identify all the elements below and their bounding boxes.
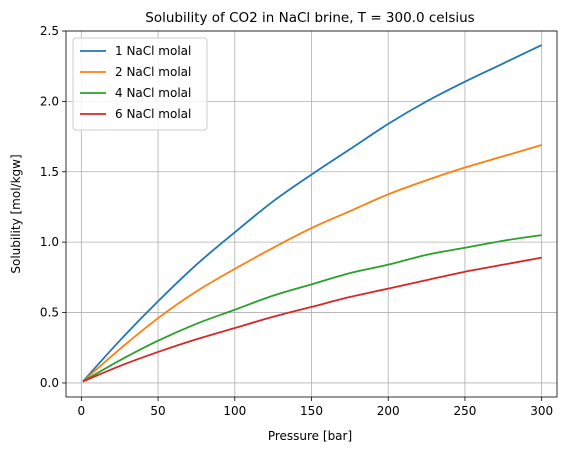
legend-entry: 1 NaCl molal [115,44,191,58]
x-tick-label: 150 [300,404,323,418]
legend-box [72,37,208,131]
legend-entry: 6 NaCl molal [115,107,191,121]
legend-entry: 2 NaCl molal [115,65,191,79]
y-tick-label: 2.5 [40,24,59,38]
y-axis-label: Solubility [mol/kgw] [9,154,23,273]
series-line-1 [82,44,543,383]
chart-title: Solubility of CO2 in NaCl brine, T = 300… [145,10,474,26]
series-line-2 [82,144,542,383]
y-tick-label: 0.5 [40,306,59,320]
y-tick-label: 1.0 [40,235,59,249]
y-tick-label: 1.5 [40,165,59,179]
legend: 1 NaCl molal 2 NaCl molal 4 NaCl molal 6 Na… [72,37,208,131]
y-tick-label: 0.0 [40,376,59,390]
y-tick-label: 2.0 [40,94,59,108]
x-tick-label: 100 [223,404,246,418]
x-tick-label: 300 [530,404,553,418]
x-axis-ticks: 0 50 100 150 200 250 300 [78,397,553,418]
series-line-4 [82,256,542,383]
series-line-3 [82,234,542,383]
x-tick-label: 50 [150,404,165,418]
legend-entry: 4 NaCl molal [115,86,191,100]
x-tick-label: 200 [377,404,400,418]
series-layer [82,44,543,383]
x-axis-label: Pressure [bar] [268,429,352,443]
x-tick-label: 0 [78,404,86,418]
x-tick-label: 250 [453,404,476,418]
y-axis-ticks: 0.0 0.5 1.0 1.5 2.0 2.5 [40,24,66,390]
